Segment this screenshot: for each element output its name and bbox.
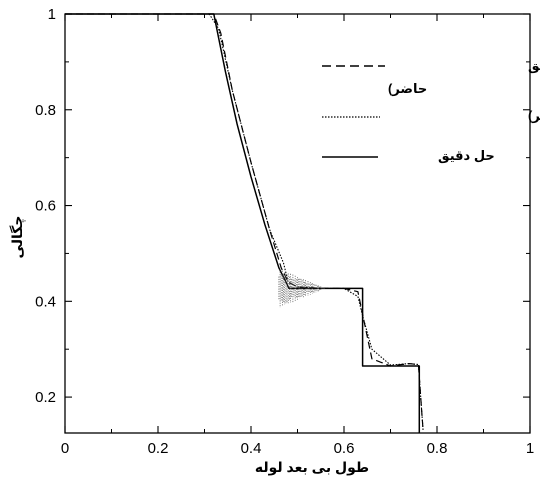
- y-tick-label: 1: [48, 6, 56, 23]
- legend-label-navier-stokes-line2: حاضر): [388, 81, 427, 96]
- x-tick-label: 0.8: [427, 440, 448, 457]
- euler-oscillations: [278, 269, 325, 308]
- plot-area: [64, 13, 531, 434]
- x-tick-label: 0.2: [148, 440, 169, 457]
- y-tick-label: 0.4: [35, 293, 56, 310]
- x-tick-label: 1: [526, 440, 534, 457]
- y-axis: 0.2 0.4 0.6 0.8 1: [35, 6, 530, 406]
- y-tick-label: 0.8: [35, 102, 56, 119]
- x-tick-label: 0: [61, 440, 69, 457]
- x-tick-label: 0.6: [334, 440, 355, 457]
- series-euler: [65, 13, 424, 431]
- x-axis-title: طول بی بعد لوله: [255, 459, 369, 476]
- legend-label-euler: مدل اویلر (تحقیق حاضر): [528, 108, 540, 123]
- series-layer: [65, 13, 424, 433]
- legend-label-navier-stokes-line1: مدل نویر استوکس(تحقیق: [528, 58, 540, 73]
- y-tick-label: 0.6: [35, 198, 56, 215]
- legend-label-exact: حل دقیق: [438, 148, 495, 163]
- series-navier-stokes: [65, 13, 424, 431]
- y-tick-label: 0.2: [35, 389, 56, 406]
- y-axis-title: چگالی: [9, 216, 26, 259]
- plot-frame: [64, 13, 531, 434]
- series-exact: [65, 13, 421, 433]
- x-axis: 0 0.2 0.4 0.6 0.8 1: [61, 14, 534, 457]
- legend: مدل نویر استوکس(تحقیق حاضر) مدل اویلر (ت…: [322, 58, 540, 163]
- x-tick-label: 0.4: [241, 440, 262, 457]
